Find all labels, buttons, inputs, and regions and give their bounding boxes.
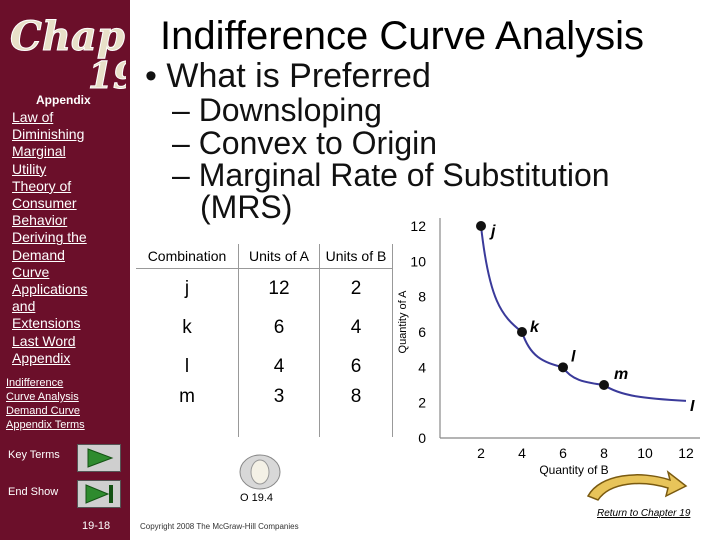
end-show-button[interactable] (77, 480, 121, 508)
y-tick-label: 12 (410, 218, 426, 234)
bullet-what-is-preferred: • What is Preferred (145, 57, 431, 95)
point-label-l: l (571, 348, 576, 365)
egg-icon (239, 454, 281, 490)
copyright-text: Copyright 2008 The McGraw-Hill Companies (140, 522, 299, 531)
table-cell: 6 (319, 347, 393, 386)
sidebar-subitem-curve-analysis[interactable]: Curve Analysis (6, 391, 79, 403)
table-cell: 12 (238, 268, 320, 308)
appendix-heading: Appendix (36, 93, 91, 107)
curve-point-l (558, 362, 568, 373)
table-cell: m (136, 386, 239, 437)
table-cell: 4 (319, 308, 393, 347)
slide-title: Indifference Curve Analysis (160, 14, 644, 58)
table-cell: k (136, 308, 239, 347)
sidebar-subitem-demand-curve[interactable]: Demand Curve (6, 405, 80, 417)
y-tick-label: 4 (418, 359, 426, 375)
sidebar-subtoc: Indifference Curve Analysis Demand Curve… (6, 376, 126, 432)
y-tick-label: 0 (418, 430, 426, 446)
y-tick-label: 10 (410, 253, 426, 269)
x-tick-label: 12 (678, 445, 694, 461)
key-terms-label: Key Terms (8, 449, 60, 461)
chapter-logo-text: Chapter (10, 13, 126, 60)
sidebar-toc: Law of Diminishing Marginal Utility Theo… (12, 109, 124, 367)
key-terms-button[interactable] (77, 444, 121, 472)
x-axis-label: Quantity of B (539, 463, 608, 477)
x-tick-label: 4 (518, 445, 526, 461)
table-row: k 6 4 (136, 308, 393, 347)
table-cell: 4 (238, 347, 320, 386)
sidebar-item-law-of-diminishing-marginal-utility[interactable]: Law of Diminishing Marginal Utility (12, 109, 85, 177)
x-tick-label: 8 (600, 445, 608, 461)
table-header-units-b: Units of B (319, 244, 393, 269)
y-axis-label: Quantity of A (397, 290, 409, 354)
skip-end-icon (85, 484, 113, 504)
sub-bullet-convex: – Convex to Origin (172, 125, 438, 161)
curve-point-j (476, 221, 486, 231)
chapter-logo: Chapter 19 (10, 13, 127, 93)
sidebar: Chapter 19 Appendix Law of Diminishing M… (0, 0, 130, 540)
return-to-chapter-link[interactable]: Return to Chapter 19 (597, 508, 691, 519)
combination-table: Combination Units of A Units of B j 12 2… (136, 244, 393, 437)
point-label-k: k (530, 319, 540, 336)
table-row: m 3 8 (136, 386, 393, 437)
x-tick-label: 2 (477, 445, 485, 461)
table-cell: j (136, 268, 239, 308)
y-tick-label: 2 (418, 395, 426, 411)
table-header-row: Combination Units of A Units of B (136, 244, 393, 269)
table-header-units-a: Units of A (238, 244, 320, 269)
sidebar-item-deriving-demand-curve[interactable]: Deriving the Demand Curve (12, 229, 87, 280)
table-row: l 4 6 (136, 347, 393, 386)
chapter-logo-number: 19 (88, 55, 126, 92)
sidebar-item-last-word[interactable]: Last Word (12, 332, 76, 349)
curve-point-m (599, 380, 609, 390)
y-tick-label: 8 (418, 289, 426, 305)
curve-point-k (517, 327, 527, 337)
table-cell: 8 (319, 386, 393, 437)
page-number: 19-18 (82, 520, 111, 532)
table-header-combination: Combination (136, 244, 239, 269)
sub-bullet-mrs-abbrev: (MRS) (200, 189, 293, 225)
play-icon (87, 448, 114, 468)
point-label-j: j (489, 223, 496, 240)
sidebar-item-appendix[interactable]: Appendix (12, 349, 71, 366)
slide-id: O 19.4 (240, 492, 274, 504)
end-show-label: End Show (8, 486, 59, 498)
sidebar-subitem-appendix-terms[interactable]: Appendix Terms (6, 419, 85, 431)
curve-label: I (690, 398, 695, 415)
sidebar-item-applications-and-extensions[interactable]: Applications and Extensions (12, 281, 88, 332)
indifference-curve-line (480, 225, 687, 402)
y-tick-label: 6 (418, 324, 426, 340)
table-cell: 3 (238, 386, 320, 437)
table-cell: 6 (238, 308, 320, 347)
sidebar-item-theory-of-consumer-behavior[interactable]: Theory of Consumer Behavior (12, 177, 77, 229)
sidebar-subitem-indifference[interactable]: Indifference (6, 377, 64, 389)
table-cell: 2 (319, 268, 393, 308)
point-label-m: m (614, 366, 628, 383)
table-row: j 12 2 (136, 268, 393, 308)
table-cell: l (136, 347, 239, 386)
sub-bullet-mrs: – Marginal Rate of Substitution (172, 157, 610, 193)
return-arrow-icon[interactable] (580, 466, 690, 506)
x-tick-label: 10 (637, 445, 653, 461)
x-tick-label: 6 (559, 445, 567, 461)
sub-bullet-downsloping: – Downsloping (172, 92, 382, 128)
